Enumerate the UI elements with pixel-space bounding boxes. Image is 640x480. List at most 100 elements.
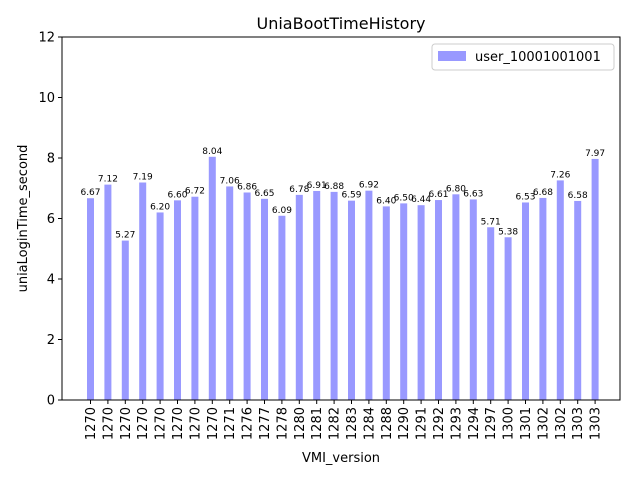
bar: [365, 190, 373, 400]
bar: [522, 202, 529, 400]
x-tick-label: 1270: [188, 407, 203, 440]
legend: user_10001001001: [431, 43, 615, 71]
x-tick-label: 1271: [223, 407, 238, 440]
x-tick-label: 1280: [293, 407, 308, 440]
y-tick-label: 0: [47, 394, 55, 409]
x-tick-label: 1303: [589, 407, 604, 440]
x-tick-label: 1291: [415, 407, 430, 440]
data-label: 6.78: [289, 185, 309, 195]
data-label: 6.53: [515, 192, 535, 202]
data-label: 6.61: [428, 190, 448, 200]
bar: [400, 203, 408, 401]
data-label: 6.86: [237, 182, 257, 192]
bar: [382, 206, 390, 400]
bar: [278, 215, 286, 400]
data-label: 5.71: [481, 217, 501, 227]
y-tick-label: 10: [38, 91, 55, 106]
x-tick-label: 1270: [136, 407, 151, 440]
bar: [469, 199, 477, 400]
bar: [539, 197, 547, 400]
data-label: 6.88: [324, 182, 344, 192]
data-label: 6.65: [254, 189, 274, 199]
data-label: 6.50: [394, 193, 414, 203]
data-label: 6.58: [568, 191, 588, 201]
x-tick-label: 1288: [380, 407, 395, 440]
data-label: 6.72: [185, 187, 205, 197]
data-label: 7.19: [133, 173, 153, 183]
x-tick-label: 1282: [328, 407, 343, 440]
data-label: 6.60: [167, 190, 187, 200]
y-tick-label: 6: [47, 212, 55, 227]
x-tick-label: 1290: [397, 407, 412, 440]
bar: [243, 192, 251, 400]
data-label: 6.92: [359, 181, 379, 191]
data-label: 6.80: [446, 184, 466, 194]
data-label: 8.04: [202, 147, 222, 157]
x-tick-label: 1270: [101, 407, 116, 440]
x-tick-label: 1300: [502, 407, 517, 440]
bar: [139, 182, 147, 400]
x-tick-label: 1270: [206, 407, 221, 440]
bar: [417, 205, 425, 400]
bar: [591, 158, 599, 400]
x-tick-label: 1297: [484, 407, 499, 440]
bars-group: [87, 156, 599, 401]
x-tick-label: 1303: [571, 407, 586, 440]
bar: [104, 184, 112, 400]
x-tick-label: 1270: [171, 407, 186, 440]
x-tick-label: 1302: [554, 407, 569, 440]
x-tick-label: 1294: [467, 407, 482, 440]
data-label: 6.40: [376, 196, 396, 206]
bar: [261, 198, 268, 400]
data-label: 6.20: [150, 202, 170, 212]
y-tick-label: 2: [47, 333, 55, 348]
x-tick-label: 1270: [84, 407, 99, 440]
x-tick-label: 1302: [536, 407, 551, 440]
x-tick-label: 1283: [345, 407, 360, 440]
x-axis-label: VMI_version: [302, 451, 380, 466]
bar: [295, 194, 303, 400]
y-tick-label: 8: [47, 152, 55, 167]
x-tick-label: 1278: [275, 407, 290, 440]
bar: [348, 200, 355, 400]
bar: [208, 156, 216, 400]
data-label: 5.27: [115, 231, 135, 241]
x-tick-label: 1276: [241, 407, 256, 440]
bar: [556, 180, 564, 400]
data-label: 6.59: [341, 191, 361, 201]
bar: [191, 196, 199, 400]
legend-box: [431, 43, 615, 71]
data-label: 7.06: [220, 176, 240, 186]
bar: [313, 190, 321, 400]
bar: [87, 198, 94, 400]
bar: [121, 240, 129, 400]
x-tick-label: 1293: [449, 407, 464, 440]
bar: [174, 200, 181, 400]
data-label: 7.12: [98, 175, 118, 185]
data-label: 6.91: [307, 181, 327, 191]
legend-entry: user_10001001001: [475, 50, 601, 65]
data-label: 6.67: [80, 188, 100, 198]
bar: [330, 191, 338, 400]
data-label: 6.63: [463, 189, 483, 199]
bar: [504, 237, 512, 400]
bar: [435, 200, 442, 400]
x-axis: 1270 1270 1270 1270 1270 1270 1270 1270 1271 1276…: [84, 400, 604, 440]
bar: [452, 194, 460, 400]
bar: [574, 200, 582, 400]
data-labels-group: 6.67 7.12 5.27 7.19 6.20 6.606.72 8.04 7.066.86…: [80, 147, 605, 241]
y-tick-label: 4: [47, 273, 55, 288]
bar: [156, 212, 164, 400]
data-label: 6.44: [411, 195, 431, 205]
data-label: 6.68: [533, 188, 553, 198]
y-axis-label: uniaLoginTime_second: [16, 145, 31, 293]
bar: [487, 227, 495, 400]
x-tick-label: 1270: [119, 407, 134, 440]
data-label: 7.26: [550, 170, 570, 180]
bar: [226, 186, 234, 400]
x-tick-label: 1277: [258, 407, 273, 440]
x-tick-label: 1301: [519, 407, 534, 440]
chart-title: UniaBootTimeHistory: [256, 14, 425, 33]
x-tick-label: 1292: [432, 407, 447, 440]
